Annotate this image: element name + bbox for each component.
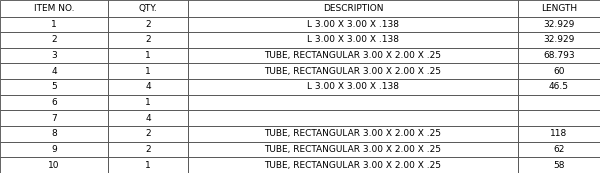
Bar bbox=[0, 110, 108, 126]
Text: 1: 1 bbox=[145, 161, 151, 170]
Text: TUBE, RECTANGULAR 3.00 X 2.00 X .25: TUBE, RECTANGULAR 3.00 X 2.00 X .25 bbox=[265, 145, 442, 154]
Text: 2: 2 bbox=[51, 35, 57, 44]
Bar bbox=[518, 126, 600, 142]
Bar bbox=[188, 142, 518, 157]
Bar bbox=[518, 32, 600, 48]
Bar bbox=[108, 0, 188, 16]
Bar bbox=[188, 63, 518, 79]
Text: 1: 1 bbox=[51, 20, 57, 29]
Text: 32.929: 32.929 bbox=[544, 20, 575, 29]
Bar bbox=[188, 95, 518, 110]
Bar bbox=[188, 0, 518, 16]
Bar bbox=[518, 95, 600, 110]
Text: 1: 1 bbox=[145, 98, 151, 107]
Text: 8: 8 bbox=[51, 129, 57, 138]
Text: DESCRIPTION: DESCRIPTION bbox=[323, 4, 383, 13]
Bar bbox=[0, 16, 108, 32]
Bar bbox=[108, 32, 188, 48]
Text: 6: 6 bbox=[51, 98, 57, 107]
Bar bbox=[188, 16, 518, 32]
Bar bbox=[0, 79, 108, 95]
Bar bbox=[0, 63, 108, 79]
Text: 58: 58 bbox=[553, 161, 565, 170]
Bar bbox=[108, 126, 188, 142]
Bar bbox=[518, 63, 600, 79]
Bar bbox=[518, 79, 600, 95]
Text: 2: 2 bbox=[145, 145, 151, 154]
Bar bbox=[188, 157, 518, 173]
Text: TUBE, RECTANGULAR 3.00 X 2.00 X .25: TUBE, RECTANGULAR 3.00 X 2.00 X .25 bbox=[265, 51, 442, 60]
Text: 32.929: 32.929 bbox=[544, 35, 575, 44]
Text: 4: 4 bbox=[145, 82, 151, 91]
Text: 3: 3 bbox=[51, 51, 57, 60]
Text: QTY.: QTY. bbox=[139, 4, 157, 13]
Text: TUBE, RECTANGULAR 3.00 X 2.00 X .25: TUBE, RECTANGULAR 3.00 X 2.00 X .25 bbox=[265, 161, 442, 170]
Bar bbox=[188, 32, 518, 48]
Bar bbox=[188, 126, 518, 142]
Bar bbox=[0, 142, 108, 157]
Bar bbox=[108, 95, 188, 110]
Text: L 3.00 X 3.00 X .138: L 3.00 X 3.00 X .138 bbox=[307, 35, 399, 44]
Text: 4: 4 bbox=[145, 114, 151, 123]
Bar bbox=[0, 157, 108, 173]
Bar bbox=[0, 126, 108, 142]
Bar bbox=[188, 110, 518, 126]
Bar bbox=[518, 110, 600, 126]
Text: 1: 1 bbox=[145, 67, 151, 76]
Bar bbox=[108, 16, 188, 32]
Text: 2: 2 bbox=[145, 129, 151, 138]
Text: 9: 9 bbox=[51, 145, 57, 154]
Bar bbox=[518, 16, 600, 32]
Text: 68.793: 68.793 bbox=[543, 51, 575, 60]
Text: 46.5: 46.5 bbox=[549, 82, 569, 91]
Text: 62: 62 bbox=[553, 145, 565, 154]
Bar bbox=[0, 95, 108, 110]
Bar bbox=[0, 48, 108, 63]
Bar bbox=[188, 79, 518, 95]
Text: 2: 2 bbox=[145, 35, 151, 44]
Bar bbox=[0, 32, 108, 48]
Text: 5: 5 bbox=[51, 82, 57, 91]
Bar bbox=[518, 0, 600, 16]
Bar bbox=[108, 63, 188, 79]
Text: 118: 118 bbox=[550, 129, 568, 138]
Bar bbox=[518, 157, 600, 173]
Text: LENGTH: LENGTH bbox=[541, 4, 577, 13]
Bar bbox=[188, 48, 518, 63]
Bar bbox=[108, 157, 188, 173]
Text: 1: 1 bbox=[145, 51, 151, 60]
Text: TUBE, RECTANGULAR 3.00 X 2.00 X .25: TUBE, RECTANGULAR 3.00 X 2.00 X .25 bbox=[265, 129, 442, 138]
Text: 60: 60 bbox=[553, 67, 565, 76]
Text: 2: 2 bbox=[145, 20, 151, 29]
Text: 7: 7 bbox=[51, 114, 57, 123]
Bar bbox=[108, 48, 188, 63]
Text: L 3.00 X 3.00 X .138: L 3.00 X 3.00 X .138 bbox=[307, 82, 399, 91]
Text: TUBE, RECTANGULAR 3.00 X 2.00 X .25: TUBE, RECTANGULAR 3.00 X 2.00 X .25 bbox=[265, 67, 442, 76]
Bar bbox=[0, 0, 108, 16]
Text: ITEM NO.: ITEM NO. bbox=[34, 4, 74, 13]
Text: 4: 4 bbox=[51, 67, 57, 76]
Text: 10: 10 bbox=[48, 161, 60, 170]
Bar bbox=[108, 142, 188, 157]
Bar bbox=[518, 142, 600, 157]
Bar bbox=[518, 48, 600, 63]
Bar bbox=[108, 110, 188, 126]
Text: L 3.00 X 3.00 X .138: L 3.00 X 3.00 X .138 bbox=[307, 20, 399, 29]
Bar bbox=[108, 79, 188, 95]
